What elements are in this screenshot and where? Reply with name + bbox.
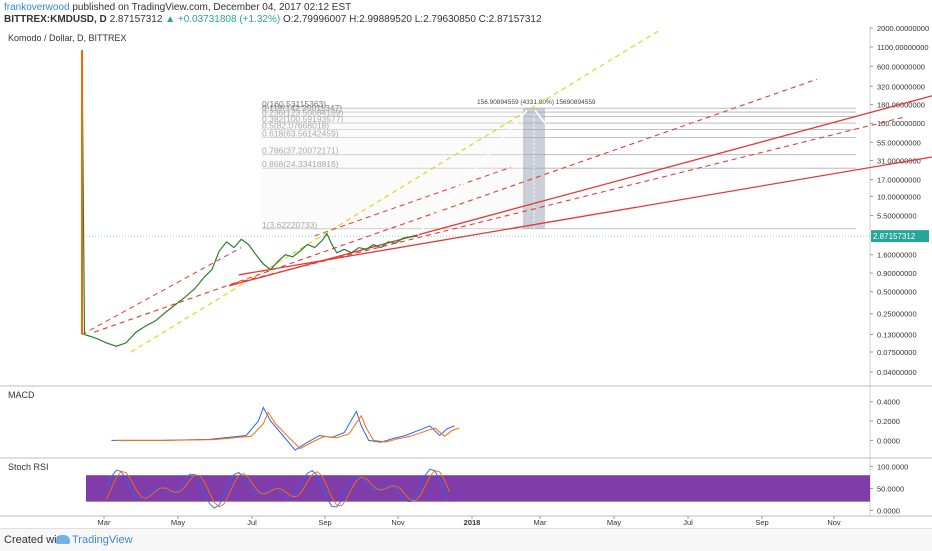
author-link[interactable]: frankoverwood bbox=[4, 2, 70, 13]
macd-pane: 0.4000 0.2000 0.0000 bbox=[111, 398, 900, 451]
fib-level-label: 0.868(24.33418816) bbox=[262, 159, 339, 169]
y-tick-label: 0.07500000 bbox=[877, 348, 917, 357]
fib-level-label: 0.118(142.25011347) bbox=[262, 103, 342, 113]
tradingview-link[interactable]: TradingView bbox=[72, 534, 133, 546]
macd-y-tick-label: 0.4000 bbox=[877, 398, 900, 407]
fib-level-label: 0.382(100.59193577) bbox=[262, 114, 343, 124]
price-line bbox=[81, 49, 418, 347]
main-pane: 2000.00000000 1100.00000000 600.00000000 32… bbox=[0, 24, 932, 517]
y-tick-label: 0.50000000 bbox=[877, 288, 917, 297]
red-dashed-trendline-1 bbox=[94, 78, 818, 333]
y-tick-label: 2.87157312 bbox=[873, 232, 916, 241]
y-tick-label: 5.50000000 bbox=[877, 211, 917, 220]
fib-level-label: 0.786(37.20072171) bbox=[262, 146, 339, 156]
price-change: ▲ +0.03731808 (+1.32%) bbox=[165, 14, 281, 25]
y-tick-label: 100.00000000 bbox=[877, 119, 925, 128]
y-tick-label: 2000.00000000 bbox=[877, 24, 929, 33]
red-trendline-upper bbox=[228, 95, 932, 287]
x-tick-label: Nov bbox=[827, 518, 841, 527]
stoch-band bbox=[86, 475, 870, 502]
ohlc-values: O:2.79996007 H:2.99889520 L:2.79630850 C… bbox=[282, 14, 542, 25]
y-tick-label: 320.00000000 bbox=[877, 82, 925, 91]
x-tick-label: Nov bbox=[391, 518, 405, 527]
macd-line bbox=[111, 406, 455, 451]
red-dashed-trendline-3 bbox=[314, 166, 511, 237]
macd-title: MACD bbox=[8, 390, 35, 400]
x-tick-label: May bbox=[607, 518, 621, 527]
x-tick-label: Mar bbox=[534, 518, 547, 527]
y-tick-label: 0.25000000 bbox=[877, 310, 917, 319]
fib-level-label: 0.5(82.07668018) bbox=[262, 121, 329, 131]
fib-level-label: 0.618(63.56142459) bbox=[262, 129, 339, 139]
symbol-line: BITTREX:KMDUSD, D 2.87157312 ▲ +0.037318… bbox=[4, 14, 542, 25]
x-tick-label: 2018 bbox=[464, 518, 481, 527]
x-tick-label: Jul bbox=[683, 518, 693, 527]
stoch-y-tick-label: 50.0000 bbox=[877, 484, 904, 493]
stoch-d-line bbox=[106, 469, 450, 508]
y-tick-label: 0.13000000 bbox=[877, 331, 917, 340]
x-tick-label: Jul bbox=[247, 518, 257, 527]
last-price-marker bbox=[871, 230, 929, 243]
stoch-pane: 100.0000 50.0000 0.0000 bbox=[86, 462, 908, 515]
created-with-label: Created with bbox=[4, 534, 66, 546]
red-dashed-trendline-4 bbox=[81, 247, 242, 335]
y-tick-label: 10.00000000 bbox=[877, 192, 921, 201]
stoch-title: Stoch RSI bbox=[8, 462, 49, 472]
y-tick-label: 0.90000000 bbox=[877, 269, 917, 278]
projection-arrow-down bbox=[534, 109, 546, 124]
fib-level-label: 1(3.62220733) bbox=[262, 220, 317, 230]
red-trendline-lower bbox=[238, 156, 932, 276]
macd-y-tick-label: 0.0000 bbox=[877, 436, 900, 445]
y-tick-label: 17.00000000 bbox=[877, 176, 921, 185]
x-tick-label: Sep bbox=[318, 518, 331, 527]
tradingview-logo-icon bbox=[56, 535, 70, 544]
projection-arrow bbox=[417, 109, 528, 236]
price-chart[interactable]: 2000.00000000 1100.00000000 600.00000000 32… bbox=[0, 0, 932, 528]
publish-info: published on TradingView.com, December 0… bbox=[72, 2, 352, 13]
fib-shade bbox=[260, 108, 526, 229]
chart-title: Komodo / Dollar, D, BITTREX bbox=[8, 33, 127, 43]
y-tick-label: 180.00000000 bbox=[877, 101, 925, 110]
footer-bar: Created with TradingView bbox=[0, 528, 932, 551]
x-tick-label: Mar bbox=[98, 518, 111, 527]
symbol-name: BITTREX:KMDUSD, D bbox=[4, 14, 107, 25]
fib-level-label: 0.236(123.50084189) bbox=[262, 108, 343, 118]
time-axis: Mar May Jul Sep Nov 2018 Mar May Jul Sep Nov bbox=[98, 516, 841, 527]
stoch-y-tick-label: 100.0000 bbox=[877, 462, 908, 471]
y-tick-label: 0.04000000 bbox=[877, 368, 917, 377]
stoch-k-line bbox=[106, 468, 450, 509]
y-tick-label: 600.00000000 bbox=[877, 62, 925, 71]
x-tick-label: May bbox=[171, 518, 185, 527]
macd-y-tick-label: 0.2000 bbox=[877, 417, 900, 426]
fib-level-label: 0(160.53115363) bbox=[262, 99, 326, 109]
publish-line: frankoverwood published on TradingView.c… bbox=[4, 2, 351, 13]
red-dashed-trendline-2 bbox=[233, 116, 903, 284]
y-tick-label: 31.00000000 bbox=[877, 156, 921, 165]
y-tick-label: 1100.00000000 bbox=[877, 43, 929, 52]
y-tick-label: 55.00000000 bbox=[877, 138, 921, 147]
yellow-dashed-trendline bbox=[130, 30, 659, 353]
y-tick-label: 1.60000000 bbox=[877, 251, 917, 260]
measure-label: 156.90894559 (4331.80%) 15690894559 bbox=[477, 99, 596, 106]
signal-line bbox=[116, 411, 460, 450]
x-tick-label: Sep bbox=[755, 518, 768, 527]
last-price: 2.87157312 bbox=[109, 14, 163, 25]
stoch-y-tick-label: 0.0000 bbox=[877, 506, 900, 515]
